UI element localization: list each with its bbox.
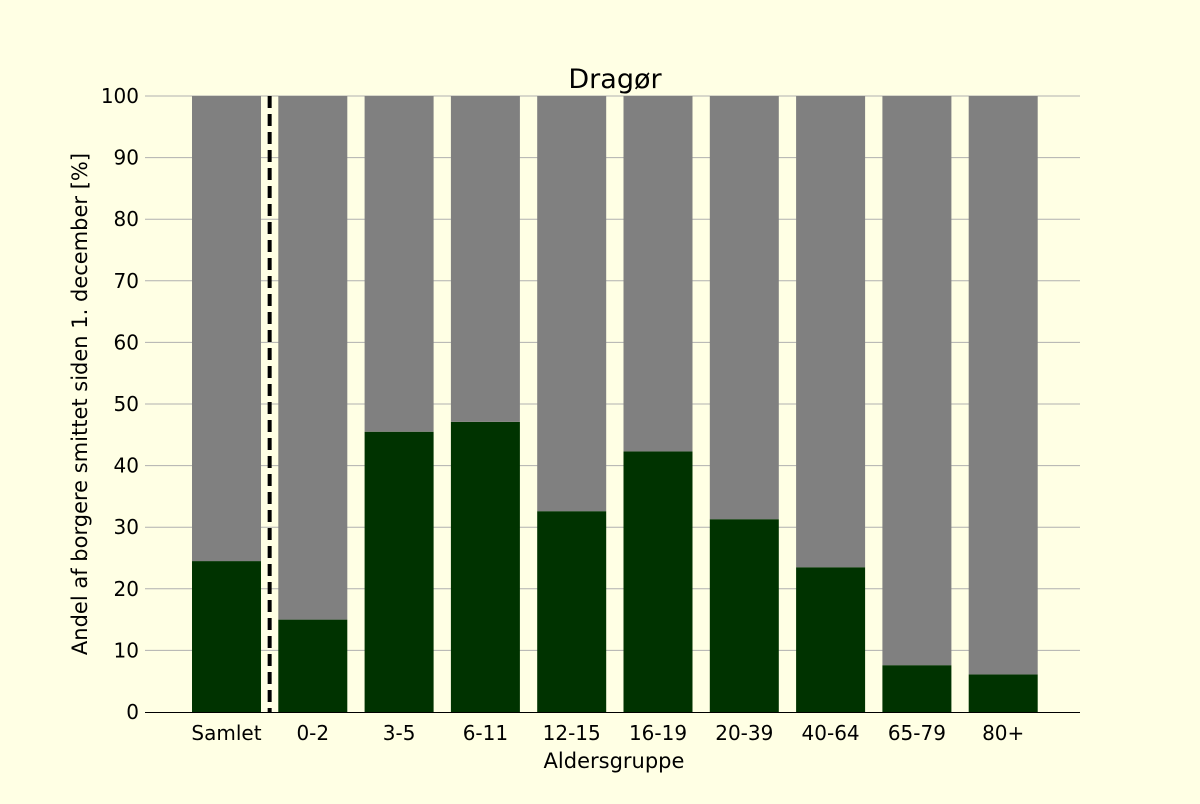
y-tick-label: 40 bbox=[114, 454, 139, 478]
x-tick-label: 80+ bbox=[982, 721, 1024, 745]
bar-infected bbox=[968, 674, 1038, 712]
bar-infected bbox=[882, 665, 952, 712]
y-tick-label: 80 bbox=[114, 207, 139, 231]
bar-remainder bbox=[278, 96, 348, 620]
bar-remainder bbox=[450, 96, 520, 422]
bar-remainder bbox=[364, 96, 434, 432]
y-tick-label: 20 bbox=[114, 577, 139, 601]
bar-remainder bbox=[709, 96, 779, 520]
bar-remainder bbox=[882, 96, 952, 666]
x-tick-label: Samlet bbox=[191, 721, 261, 745]
x-tick-labels: Samlet 0-2 3-5 6-11 12-15 16-19 20-39 40-64 65-7… bbox=[191, 721, 1024, 745]
x-tick-label: 0-2 bbox=[296, 721, 329, 745]
y-tick-label: 0 bbox=[126, 700, 139, 724]
bar-infected bbox=[537, 511, 607, 712]
x-tick-label: 40-64 bbox=[802, 721, 860, 745]
y-tick-label: 90 bbox=[114, 146, 139, 170]
bar-infected bbox=[450, 421, 520, 712]
x-tick-label: 16-19 bbox=[629, 721, 687, 745]
chart-title: Dragør bbox=[568, 64, 662, 95]
y-tick-label: 50 bbox=[114, 392, 139, 416]
bars-layer bbox=[192, 96, 1038, 712]
bar-remainder bbox=[192, 96, 261, 562]
x-tick-label: 6-11 bbox=[463, 721, 508, 745]
y-tick-label: 100 bbox=[101, 84, 139, 108]
bar-infected bbox=[192, 561, 261, 712]
y-tick-label: 60 bbox=[114, 330, 139, 354]
y-tick-label: 10 bbox=[114, 638, 139, 662]
bar-infected bbox=[709, 519, 779, 712]
x-tick-label: 12-15 bbox=[543, 721, 601, 745]
x-tick-label: 20-39 bbox=[715, 721, 773, 745]
x-axis-label: Aldersgruppe bbox=[544, 749, 685, 773]
x-tick-label: 3-5 bbox=[383, 721, 416, 745]
y-axis-label: Andel af borgere smittet siden 1. decemb… bbox=[68, 153, 92, 655]
bar-remainder bbox=[623, 96, 693, 452]
bar-remainder bbox=[968, 96, 1038, 675]
bar-infected bbox=[796, 567, 866, 712]
y-tick-label: 70 bbox=[114, 269, 139, 293]
x-tick-label: 65-79 bbox=[888, 721, 946, 745]
y-tick-labels: 0 10 20 30 40 50 60 70 80 90 100 bbox=[101, 84, 139, 724]
bar-infected bbox=[278, 619, 348, 712]
bar-infected bbox=[623, 451, 693, 712]
bar-remainder bbox=[796, 96, 866, 568]
axis-layer bbox=[145, 96, 1080, 713]
bar-remainder bbox=[537, 96, 607, 512]
bar-infected bbox=[364, 431, 434, 712]
y-tick-label: 30 bbox=[114, 515, 139, 539]
